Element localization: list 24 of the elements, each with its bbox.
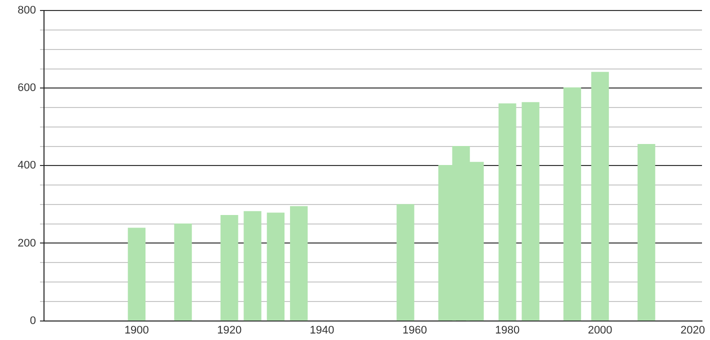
- bar: [563, 87, 582, 321]
- bar: [244, 211, 262, 321]
- bar: [396, 204, 414, 321]
- y-tick-label: 200: [18, 237, 36, 250]
- bar: [128, 228, 146, 321]
- x-tick-label: 2020: [680, 324, 705, 336]
- x-tick-label: 1900: [124, 324, 149, 336]
- x-tick-label: 1980: [495, 324, 520, 336]
- bar: [266, 212, 285, 321]
- bar: [638, 144, 656, 321]
- x-tick-label: 2000: [588, 324, 612, 336]
- bar: [174, 224, 192, 321]
- y-tick-label: 400: [18, 160, 36, 172]
- bar: [498, 103, 516, 321]
- y-tick-label: 0: [30, 314, 36, 327]
- bar: [522, 102, 540, 321]
- y-tick-label: 600: [18, 82, 36, 94]
- x-tick-label: 1940: [310, 324, 334, 336]
- x-tick-label: 1920: [217, 324, 242, 336]
- y-tick-label: 800: [18, 4, 36, 17]
- bar: [220, 215, 238, 321]
- bar: [591, 72, 609, 321]
- x-tick-label: 1960: [402, 324, 427, 336]
- bar: [290, 206, 308, 321]
